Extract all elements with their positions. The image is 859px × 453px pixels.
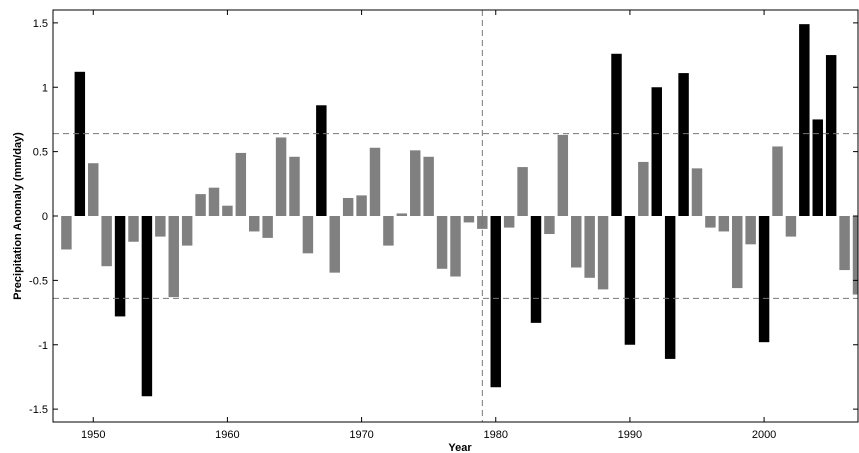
bar-1976 [436,216,448,269]
bar-1967 [316,105,327,216]
bar-1966 [302,216,314,254]
bar-1950 [88,163,99,216]
bar-1964 [275,137,287,216]
bar-1975 [423,156,434,216]
bar-1985 [557,134,569,216]
bar-1980 [490,216,501,388]
bar-1954 [141,216,153,397]
bar-1955 [155,216,166,237]
bar-1982 [517,167,528,216]
y-tick-label-5: 1 [42,82,48,94]
bar-1956 [168,216,179,298]
bar-1970 [356,195,367,216]
bar-1977 [450,216,461,277]
y-tick-label-2: -0.5 [29,275,48,287]
y-tick-label-6: 1.5 [33,18,48,30]
bar-1983 [530,216,542,323]
bar-1997 [718,216,730,232]
x-tick-label-2000: 2000 [752,429,776,441]
bar-1953 [128,216,139,242]
axis-ticks: 1950 1960 1970 1980 1990 2000 -1.5 -1 -0.5 0 0.5 1 1… [29,10,858,441]
x-axis-title: Year [448,442,472,453]
bar-1952 [114,216,126,317]
bar-1951 [101,216,112,267]
bar-1992 [651,87,662,216]
bar-1978 [463,216,475,223]
bar-1999 [745,216,756,245]
bar-1973 [396,213,408,216]
bar-1949 [74,71,86,216]
bar-1998 [732,216,743,289]
bar-1984 [544,216,555,235]
y-tick-label-3: 0 [42,211,48,223]
x-tick-label-1960: 1960 [215,429,239,441]
y-tick-label-1: -1 [38,340,48,352]
bar-1988 [597,216,609,290]
bar-1958 [195,194,206,216]
bar-1962 [249,216,260,232]
bar-1957 [181,216,193,246]
y-axis-title: Precipitation Anomaly (mm/day) [12,132,24,300]
x-tick-label-1950: 1950 [81,429,105,441]
bar-2002 [785,216,797,237]
bar-1960 [222,205,233,216]
bar-1994 [678,73,689,216]
x-tick-label-1970: 1970 [349,429,373,441]
bar-1987 [584,216,595,278]
bar-2004 [812,119,823,216]
bars-layer [61,24,858,397]
bar-2003 [799,24,810,216]
bar-1965 [289,156,300,216]
bar-2001 [772,146,783,216]
bar-1974 [410,150,421,216]
bar-1989 [611,53,622,216]
bar-1959 [208,187,220,216]
bar-1969 [342,197,354,216]
bar-1972 [383,216,394,246]
bar-1948 [61,216,72,250]
bar-2007 [852,216,858,295]
bar-2000 [758,216,770,343]
reference-lines [53,10,858,422]
bar-1961 [235,152,247,216]
bar-1996 [705,216,716,228]
bar-1971 [369,147,381,216]
bar-2006 [839,216,850,271]
bar-1968 [329,216,340,273]
bar-1990 [624,216,636,345]
bar-1991 [638,161,649,216]
x-tick-label-1990: 1990 [618,429,642,441]
bar-2005 [825,55,837,217]
x-tick-label-1980: 1980 [484,429,508,441]
bar-1986 [571,216,582,268]
y-tick-label-4: 0.5 [33,147,48,159]
bar-1981 [503,216,515,228]
bar-1993 [664,216,676,359]
bar-1963 [262,216,273,238]
y-tick-label-0: -1.5 [29,404,48,416]
bar-1995 [691,168,703,216]
